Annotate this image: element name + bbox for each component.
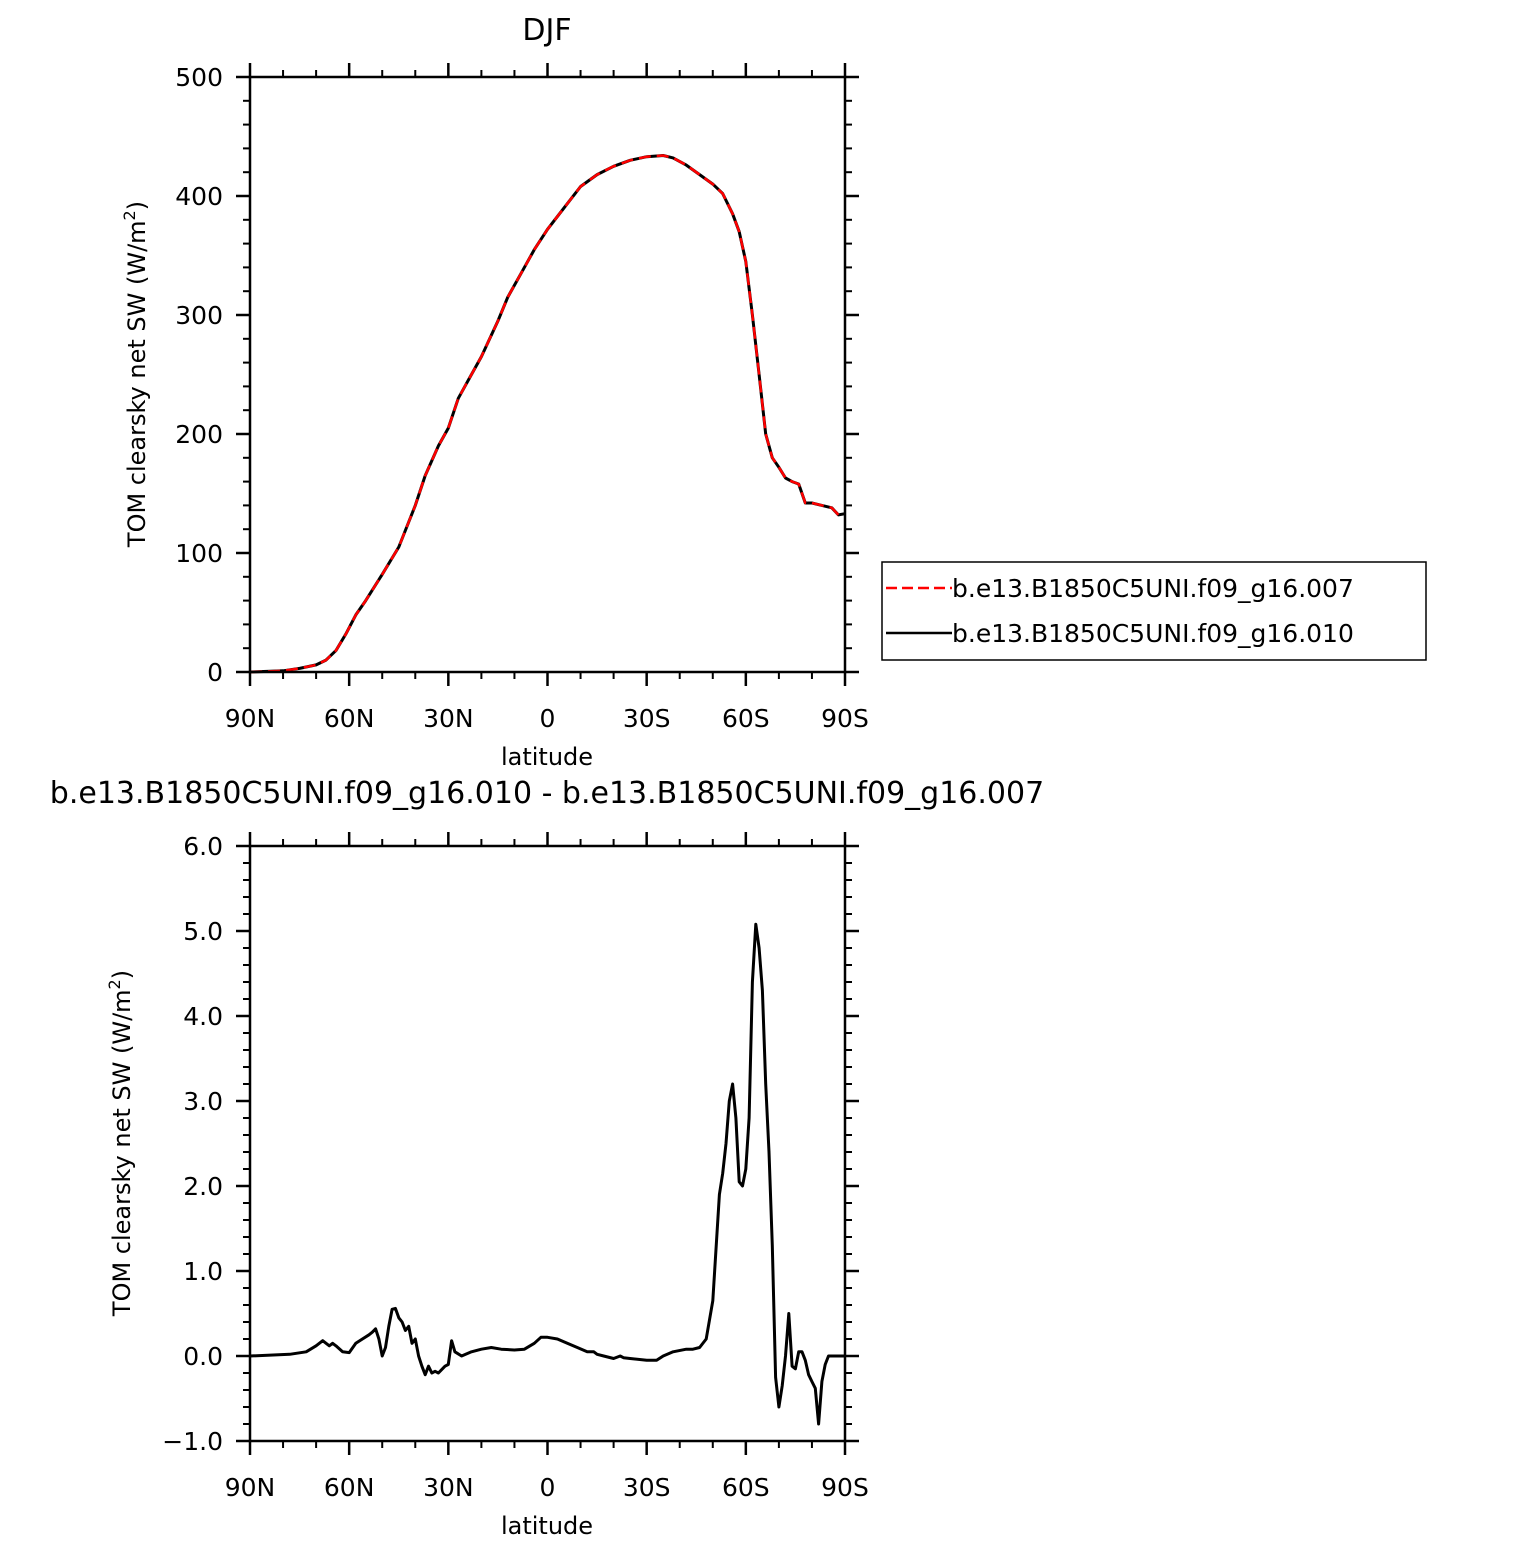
top-y-axis-label: TOM clearsky net SW (W/m2) xyxy=(120,201,151,548)
top-y-tick-label-3: 300 xyxy=(175,301,223,330)
bottom-y-tick-label-3: 2.0 xyxy=(183,1172,223,1201)
bottom-x-tick-label-3: 0 xyxy=(540,1473,556,1502)
bottom-y-tick-label-1: 0.0 xyxy=(183,1342,223,1371)
bottom-x-tick-label-0: 90N xyxy=(225,1473,276,1502)
bottom-panel: b.e13.B1850C5UNI.f09_g16.010 - b.e13.B18… xyxy=(50,776,1044,1540)
top-y-tick-label-1: 100 xyxy=(175,539,223,568)
bottom-chart-title: b.e13.B1850C5UNI.f09_g16.010 - b.e13.B18… xyxy=(50,776,1044,811)
bottom-y-tick-label-0: −1.0 xyxy=(162,1427,223,1456)
top-x-tick-label-5: 60S xyxy=(722,704,770,733)
top-y-tick-label-2: 200 xyxy=(175,420,223,449)
bottom-y-tick-label-4: 3.0 xyxy=(183,1087,223,1116)
legend: b.e13.B1850C5UNI.f09_g16.007 b.e13.B1850… xyxy=(881,561,1427,661)
top-ticks-group: 90N 60N 30N 0 30S 60S 90S 0 100 200 300 400 500 xyxy=(175,63,869,733)
top-y-tick-label-0: 0 xyxy=(207,658,223,687)
top-x-tick-label-2: 30N xyxy=(423,704,474,733)
bottom-x-tick-label-1: 60N xyxy=(324,1473,375,1502)
top-series-line-0 xyxy=(249,154,846,674)
top-x-tick-label-3: 0 xyxy=(540,704,556,733)
bottom-ticks-group: 90N 60N 30N 0 30S 60S 90S −1.0 0.0 1.0 2.0 3.0 4.0 5.… xyxy=(162,832,869,1502)
top-plot-frame xyxy=(248,75,847,674)
bottom-y-tick-label-5: 4.0 xyxy=(183,1002,223,1031)
top-x-tick-label-0: 90N xyxy=(225,704,276,733)
top-x-tick-label-1: 60N xyxy=(324,704,375,733)
top-y-tick-label-4: 400 xyxy=(175,182,223,211)
bottom-x-tick-label-2: 30N xyxy=(423,1473,474,1502)
bottom-x-tick-label-4: 30S xyxy=(623,1473,671,1502)
bottom-y-tick-label-2: 1.0 xyxy=(183,1257,223,1286)
bottom-y-axis-label: TOM clearsky net SW (W/m2) xyxy=(105,970,136,1317)
bottom-series-line-0 xyxy=(249,922,845,1426)
legend-label-007: b.e13.B1850C5UNI.f09_g16.007 xyxy=(952,574,1354,603)
top-x-tick-label-4: 30S xyxy=(623,704,671,733)
top-y-tick-label-5: 500 xyxy=(175,63,223,92)
legend-label-010: b.e13.B1850C5UNI.f09_g16.010 xyxy=(952,619,1354,648)
top-panel: DJF 90N 60N 30N 0 30S 60S 90S0100200300400500 … xyxy=(120,13,1427,771)
top-series-line-1 xyxy=(249,154,846,674)
top-x-axis-label: latitude xyxy=(501,743,593,771)
top-chart-title: DJF xyxy=(522,13,571,48)
legend-box xyxy=(881,561,1427,661)
bottom-x-tick-label-6: 90S xyxy=(821,1473,869,1502)
bottom-x-tick-label-5: 60S xyxy=(722,1473,770,1502)
top-series-group xyxy=(249,154,846,674)
bottom-y-tick-label-6: 5.0 xyxy=(183,917,223,946)
bottom-y-tick-label-7: 6.0 xyxy=(183,832,223,861)
bottom-x-axis-label: latitude xyxy=(501,1512,593,1540)
top-x-tick-label-6: 90S xyxy=(821,704,869,733)
bottom-series-group xyxy=(249,922,845,1426)
